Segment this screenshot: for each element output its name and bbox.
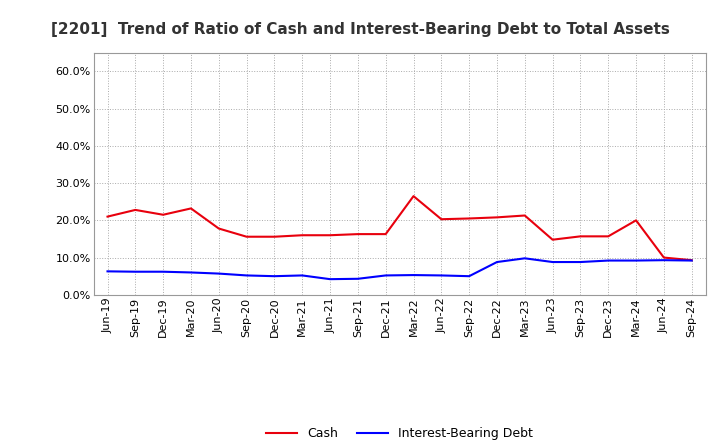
Cash xyxy=(660,255,668,260)
Interest-Bearing Debt xyxy=(465,274,474,279)
Cash xyxy=(604,234,613,239)
Cash xyxy=(103,214,112,219)
Cash xyxy=(549,237,557,242)
Interest-Bearing Debt xyxy=(631,258,640,263)
Interest-Bearing Debt xyxy=(215,271,223,276)
Cash xyxy=(186,206,195,211)
Cash xyxy=(465,216,474,221)
Interest-Bearing Debt xyxy=(382,273,390,278)
Interest-Bearing Debt xyxy=(186,270,195,275)
Cash xyxy=(492,215,501,220)
Legend: Cash, Interest-Bearing Debt: Cash, Interest-Bearing Debt xyxy=(266,427,533,440)
Text: [2201]  Trend of Ratio of Cash and Interest-Bearing Debt to Total Assets: [2201] Trend of Ratio of Cash and Intere… xyxy=(50,22,670,37)
Interest-Bearing Debt xyxy=(270,274,279,279)
Interest-Bearing Debt xyxy=(325,276,334,282)
Cash xyxy=(325,233,334,238)
Interest-Bearing Debt xyxy=(103,269,112,274)
Interest-Bearing Debt xyxy=(521,256,529,261)
Cash xyxy=(242,234,251,239)
Interest-Bearing Debt xyxy=(409,272,418,278)
Interest-Bearing Debt xyxy=(437,273,446,278)
Cash xyxy=(688,257,696,263)
Interest-Bearing Debt xyxy=(549,260,557,265)
Cash xyxy=(159,212,168,217)
Interest-Bearing Debt xyxy=(604,258,613,263)
Cash xyxy=(382,231,390,237)
Cash xyxy=(576,234,585,239)
Line: Interest-Bearing Debt: Interest-Bearing Debt xyxy=(107,258,692,279)
Cash xyxy=(131,207,140,213)
Interest-Bearing Debt xyxy=(492,260,501,265)
Cash xyxy=(354,231,362,237)
Cash xyxy=(437,216,446,222)
Cash xyxy=(409,194,418,199)
Cash xyxy=(521,213,529,218)
Cash xyxy=(215,226,223,231)
Interest-Bearing Debt xyxy=(688,258,696,263)
Interest-Bearing Debt xyxy=(242,273,251,278)
Interest-Bearing Debt xyxy=(354,276,362,282)
Cash xyxy=(631,218,640,223)
Interest-Bearing Debt xyxy=(660,257,668,263)
Cash xyxy=(298,233,307,238)
Interest-Bearing Debt xyxy=(131,269,140,275)
Interest-Bearing Debt xyxy=(576,260,585,265)
Interest-Bearing Debt xyxy=(298,273,307,278)
Cash xyxy=(270,234,279,239)
Interest-Bearing Debt xyxy=(159,269,168,275)
Line: Cash: Cash xyxy=(107,196,692,260)
